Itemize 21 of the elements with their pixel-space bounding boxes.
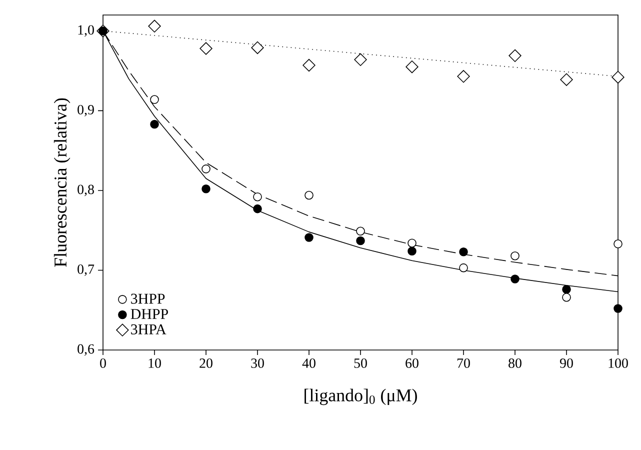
y-tick-label: 0,6	[78, 344, 94, 356]
x-tick-label: 40	[302, 358, 316, 368]
y-tick-label: 0,7	[78, 264, 94, 276]
x-tick-label: 10	[148, 358, 161, 368]
legend-label: DHPP	[130, 309, 168, 319]
x-tick-label: 60	[406, 358, 418, 368]
y-axis-title: Fluorescencia (relativa)	[54, 98, 70, 267]
y-tick-label: 0,9	[78, 104, 94, 116]
x-tick-label: 80	[508, 358, 522, 368]
x-tick-label: 0	[100, 358, 106, 368]
legend-label: 3HPP	[131, 294, 165, 304]
x-tick-label: 100	[608, 358, 628, 368]
x-tick-label: 90	[560, 358, 573, 368]
x-axis-title: [ligando]$_{0}$ (μM)	[304, 388, 417, 406]
y-tick-label: 1,0	[78, 25, 94, 37]
x-tick-label: 30	[251, 358, 264, 368]
x-tick-label: 70	[457, 358, 470, 368]
x-tick-label: 20	[200, 358, 212, 368]
y-tick-label: 0,8	[78, 184, 94, 196]
x-tick-label: 50	[354, 358, 367, 368]
legend-label: 3HPA	[131, 324, 166, 334]
